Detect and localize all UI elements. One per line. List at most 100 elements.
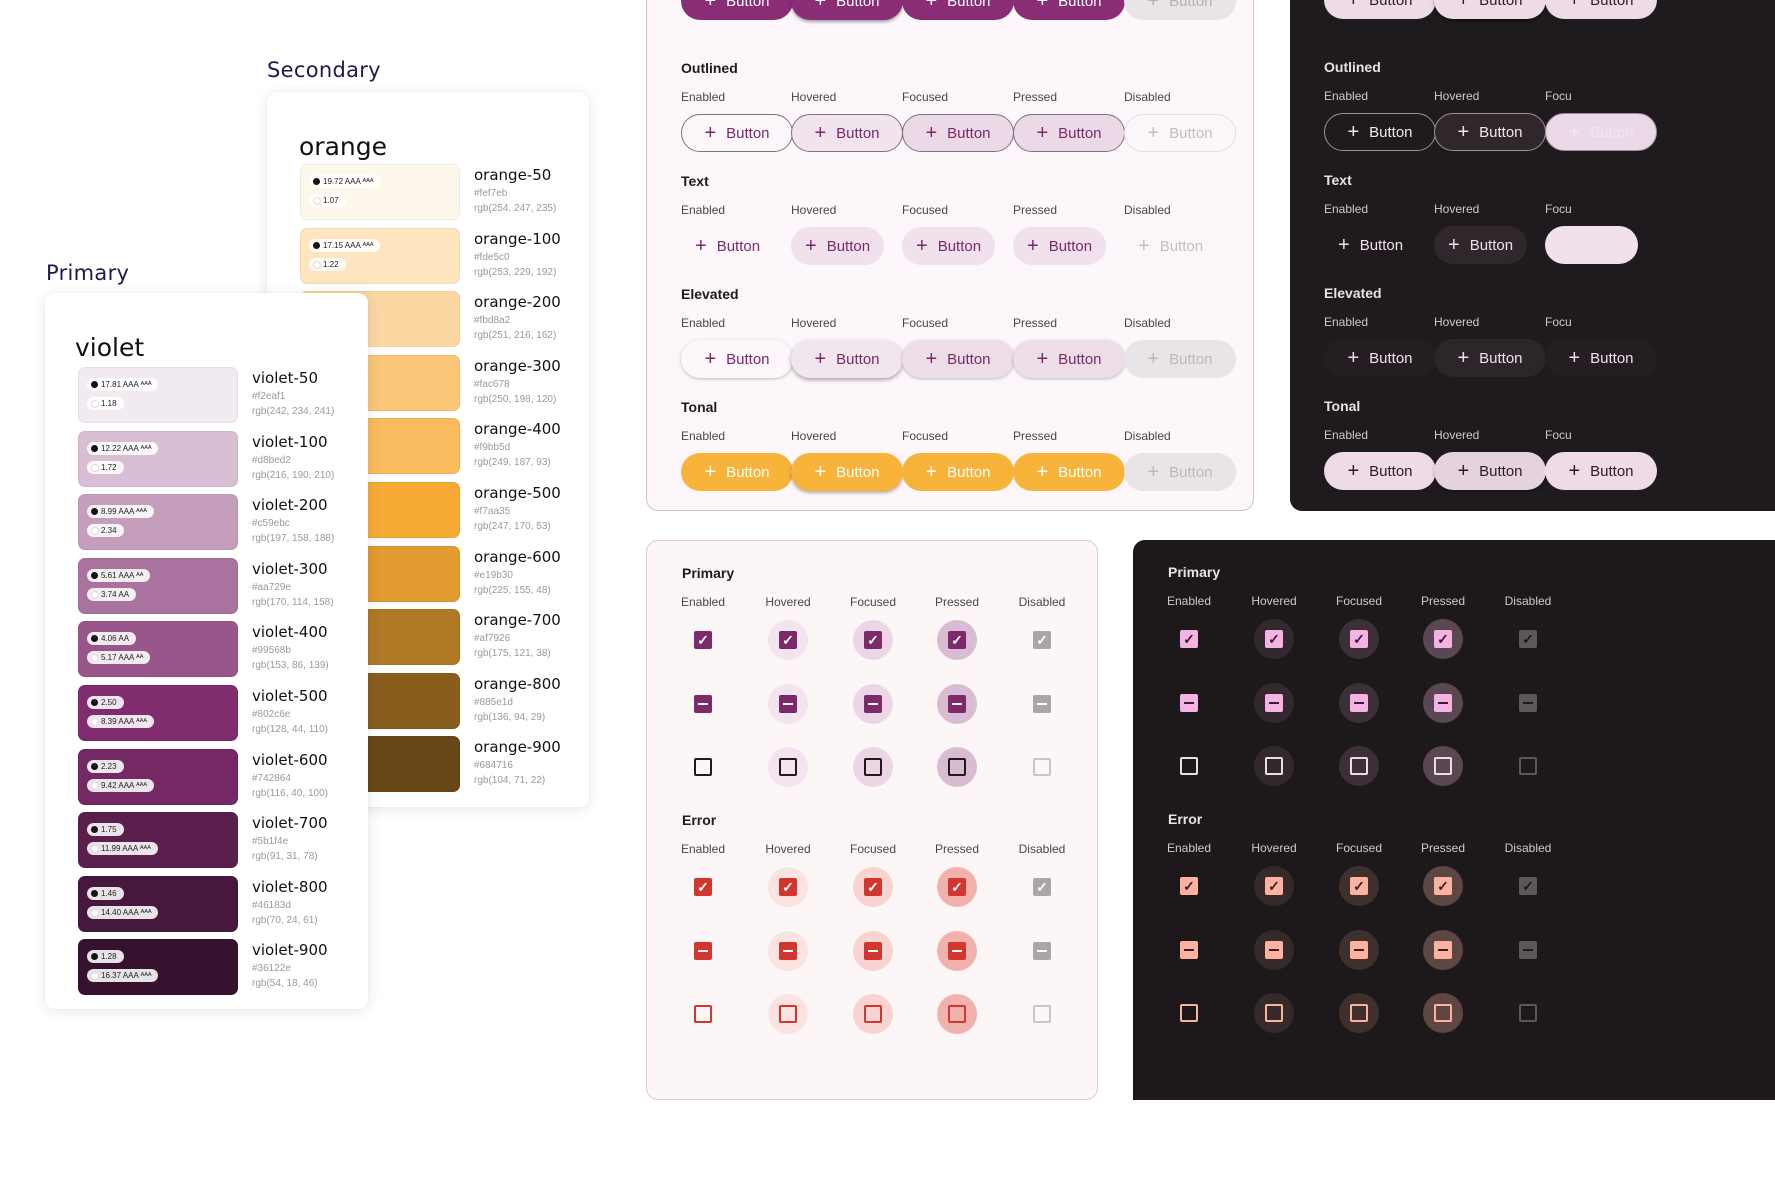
add-button[interactable]: + Button: [1124, 114, 1236, 152]
add-button[interactable]: + Button: [902, 114, 1014, 152]
add-button[interactable]: + Button: [681, 0, 793, 20]
add-button[interactable]: + Button: [1013, 0, 1125, 20]
checkbox[interactable]: [1254, 746, 1294, 786]
add-button[interactable]: + Button: [1545, 0, 1657, 19]
add-button[interactable]: + Button: [1124, 227, 1217, 265]
add-button[interactable]: + Button: [1434, 339, 1546, 377]
checkbox[interactable]: [1254, 929, 1294, 970]
add-button[interactable]: + Button: [791, 227, 885, 265]
add-button[interactable]: + Button: [1434, 226, 1528, 264]
add-button[interactable]: + Button: [1124, 340, 1236, 378]
checkbox[interactable]: [937, 994, 977, 1034]
add-button[interactable]: + Button: [791, 0, 903, 20]
add-button[interactable]: + Button: [681, 453, 793, 491]
add-button[interactable]: + Button: [1545, 452, 1657, 490]
checkbox[interactable]: ✓: [853, 867, 893, 907]
add-button[interactable]: + Button: [1324, 0, 1436, 19]
checkbox[interactable]: [683, 684, 723, 724]
add-button[interactable]: + Button: [1545, 113, 1657, 151]
checkbox[interactable]: ✓: [1339, 866, 1379, 906]
checkbox[interactable]: [1423, 929, 1463, 970]
checkbox[interactable]: [768, 683, 808, 724]
checkbox[interactable]: [937, 747, 977, 787]
add-button[interactable]: + Button: [681, 227, 774, 265]
checkbox[interactable]: [683, 931, 723, 971]
checkbox[interactable]: [683, 747, 723, 787]
checkbox[interactable]: [853, 994, 893, 1034]
checkbox[interactable]: ✓: [768, 620, 808, 660]
add-button[interactable]: + Button: [1324, 339, 1436, 377]
add-button[interactable]: + Button: [1013, 340, 1125, 378]
checkbox[interactable]: ✓: [937, 867, 977, 907]
checkbox[interactable]: ✓: [768, 867, 808, 907]
add-button[interactable]: + Button: [1324, 113, 1436, 151]
checkbox[interactable]: ✓: [683, 620, 723, 660]
checkbox[interactable]: [937, 683, 977, 724]
checkbox[interactable]: [683, 994, 723, 1034]
checkbox[interactable]: [1254, 682, 1294, 723]
checkbox[interactable]: [1423, 682, 1463, 723]
add-button[interactable]: + Button: [1434, 113, 1546, 151]
color-swatch: 5.61 AAA ᴬᴬ 3.74 AA: [78, 557, 238, 614]
add-button[interactable]: + Button: [1324, 452, 1436, 490]
checkbox[interactable]: [853, 683, 893, 724]
checkbox[interactable]: [937, 930, 977, 971]
plus-icon: +: [1347, 121, 1360, 143]
add-button[interactable]: + Button: [1434, 452, 1546, 490]
add-button[interactable]: + Button: [1124, 453, 1236, 491]
button-label: Button: [1169, 124, 1213, 142]
add-button[interactable]: + Button: [1013, 114, 1125, 152]
checkbox[interactable]: ✓: [683, 867, 723, 907]
checkbox[interactable]: [1339, 682, 1379, 723]
checkbox[interactable]: [768, 747, 808, 787]
add-button[interactable]: + Button: [1124, 0, 1236, 20]
checkbox[interactable]: ✓: [1423, 866, 1463, 906]
checkbox[interactable]: [1339, 929, 1379, 970]
checkbox[interactable]: ✓: [1423, 619, 1463, 659]
checkbox[interactable]: [1169, 930, 1209, 970]
plus-icon: +: [1338, 234, 1350, 256]
add-button[interactable]: + Button: [902, 340, 1014, 378]
add-button[interactable]: + Button: [1545, 226, 1639, 264]
add-button[interactable]: + Button: [902, 453, 1014, 491]
add-button[interactable]: + Button: [1545, 339, 1657, 377]
checkbox[interactable]: ✓: [1339, 619, 1379, 659]
checkbox[interactable]: [1423, 746, 1463, 786]
checkbox[interactable]: ✓: [1169, 866, 1209, 906]
checkbox[interactable]: [853, 747, 893, 787]
add-button[interactable]: + Button: [681, 114, 793, 152]
add-button[interactable]: + Button: [791, 453, 903, 491]
add-button[interactable]: + Button: [791, 114, 903, 152]
checkbox[interactable]: ✓: [937, 620, 977, 660]
checkbox[interactable]: [768, 930, 808, 971]
swatch-name: violet-300: [252, 559, 328, 578]
checkbox[interactable]: [853, 930, 893, 971]
add-button[interactable]: + Button: [1324, 226, 1417, 264]
checkbox[interactable]: [1339, 746, 1379, 786]
add-button[interactable]: + Button: [1013, 453, 1125, 491]
add-button[interactable]: + Button: [1013, 227, 1107, 265]
plus-icon: +: [925, 122, 938, 144]
checkbox[interactable]: ✓: [1254, 619, 1294, 659]
add-button[interactable]: + Button: [902, 227, 996, 265]
checkbox[interactable]: [1169, 993, 1209, 1033]
checkbox[interactable]: [1169, 683, 1209, 723]
checkbox[interactable]: [1169, 746, 1209, 786]
checkbox[interactable]: ✓: [853, 620, 893, 660]
add-button[interactable]: + Button: [1434, 0, 1546, 19]
add-button[interactable]: + Button: [902, 0, 1014, 20]
checkbox[interactable]: ✓: [1169, 619, 1209, 659]
checkbox[interactable]: ✓: [1254, 866, 1294, 906]
checkbox[interactable]: [768, 994, 808, 1034]
checkbox[interactable]: [1254, 993, 1294, 1033]
swatch-hex: #aa729e: [252, 581, 291, 593]
checkbox[interactable]: [1423, 993, 1463, 1033]
button-label: Button: [947, 124, 991, 142]
contrast-light-badge: 8.39 AAA ᴬᴬᴬ: [87, 715, 155, 728]
add-button[interactable]: + Button: [791, 340, 903, 378]
button-label: Button: [1169, 350, 1213, 368]
checkbox[interactable]: [1339, 993, 1379, 1033]
check-icon: ✓: [864, 878, 882, 896]
add-button[interactable]: + Button: [681, 340, 793, 378]
state-label: Disabled: [1504, 841, 1552, 855]
